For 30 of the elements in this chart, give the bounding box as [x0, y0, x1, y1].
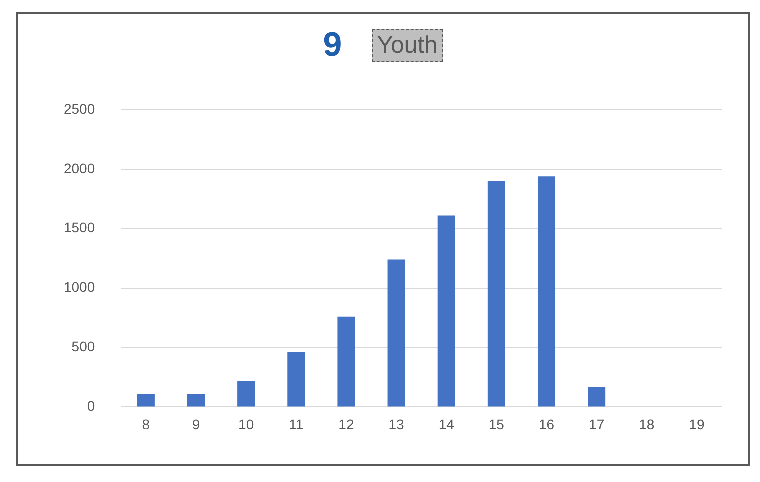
bar [438, 216, 456, 407]
x-tick-label: 16 [538, 416, 555, 432]
bar [238, 381, 256, 407]
x-tick-label: 17 [589, 416, 605, 432]
x-tick-label: 9 [192, 416, 200, 432]
x-tick-label: 13 [388, 416, 405, 432]
x-tick-label: 11 [289, 416, 304, 432]
y-tick-label: 1000 [64, 279, 96, 296]
x-tick-label: 19 [689, 416, 705, 432]
bar [187, 394, 206, 407]
y-tick-label: 500 [72, 338, 96, 355]
bar [388, 260, 406, 407]
bar [488, 181, 506, 407]
bar [538, 176, 556, 407]
y-tick-label: 2500 [64, 100, 96, 117]
y-tick-label: 0 [87, 398, 96, 414]
bar [137, 394, 155, 407]
x-tick-label: 12 [338, 416, 354, 432]
x-tick-label: 15 [488, 416, 505, 432]
y-tick-label: 2000 [64, 160, 96, 176]
bar [338, 316, 356, 407]
x-tick-label: 8 [142, 416, 150, 432]
bar [288, 352, 306, 407]
chart-title: Youth [372, 28, 443, 62]
text: 9 [323, 26, 342, 64]
y-tick-label: 1500 [64, 220, 96, 236]
x-tick-label: 10 [238, 416, 254, 432]
bar [588, 386, 606, 407]
x-tick-label: 18 [639, 416, 655, 432]
x-tick-label: 14 [438, 416, 455, 432]
